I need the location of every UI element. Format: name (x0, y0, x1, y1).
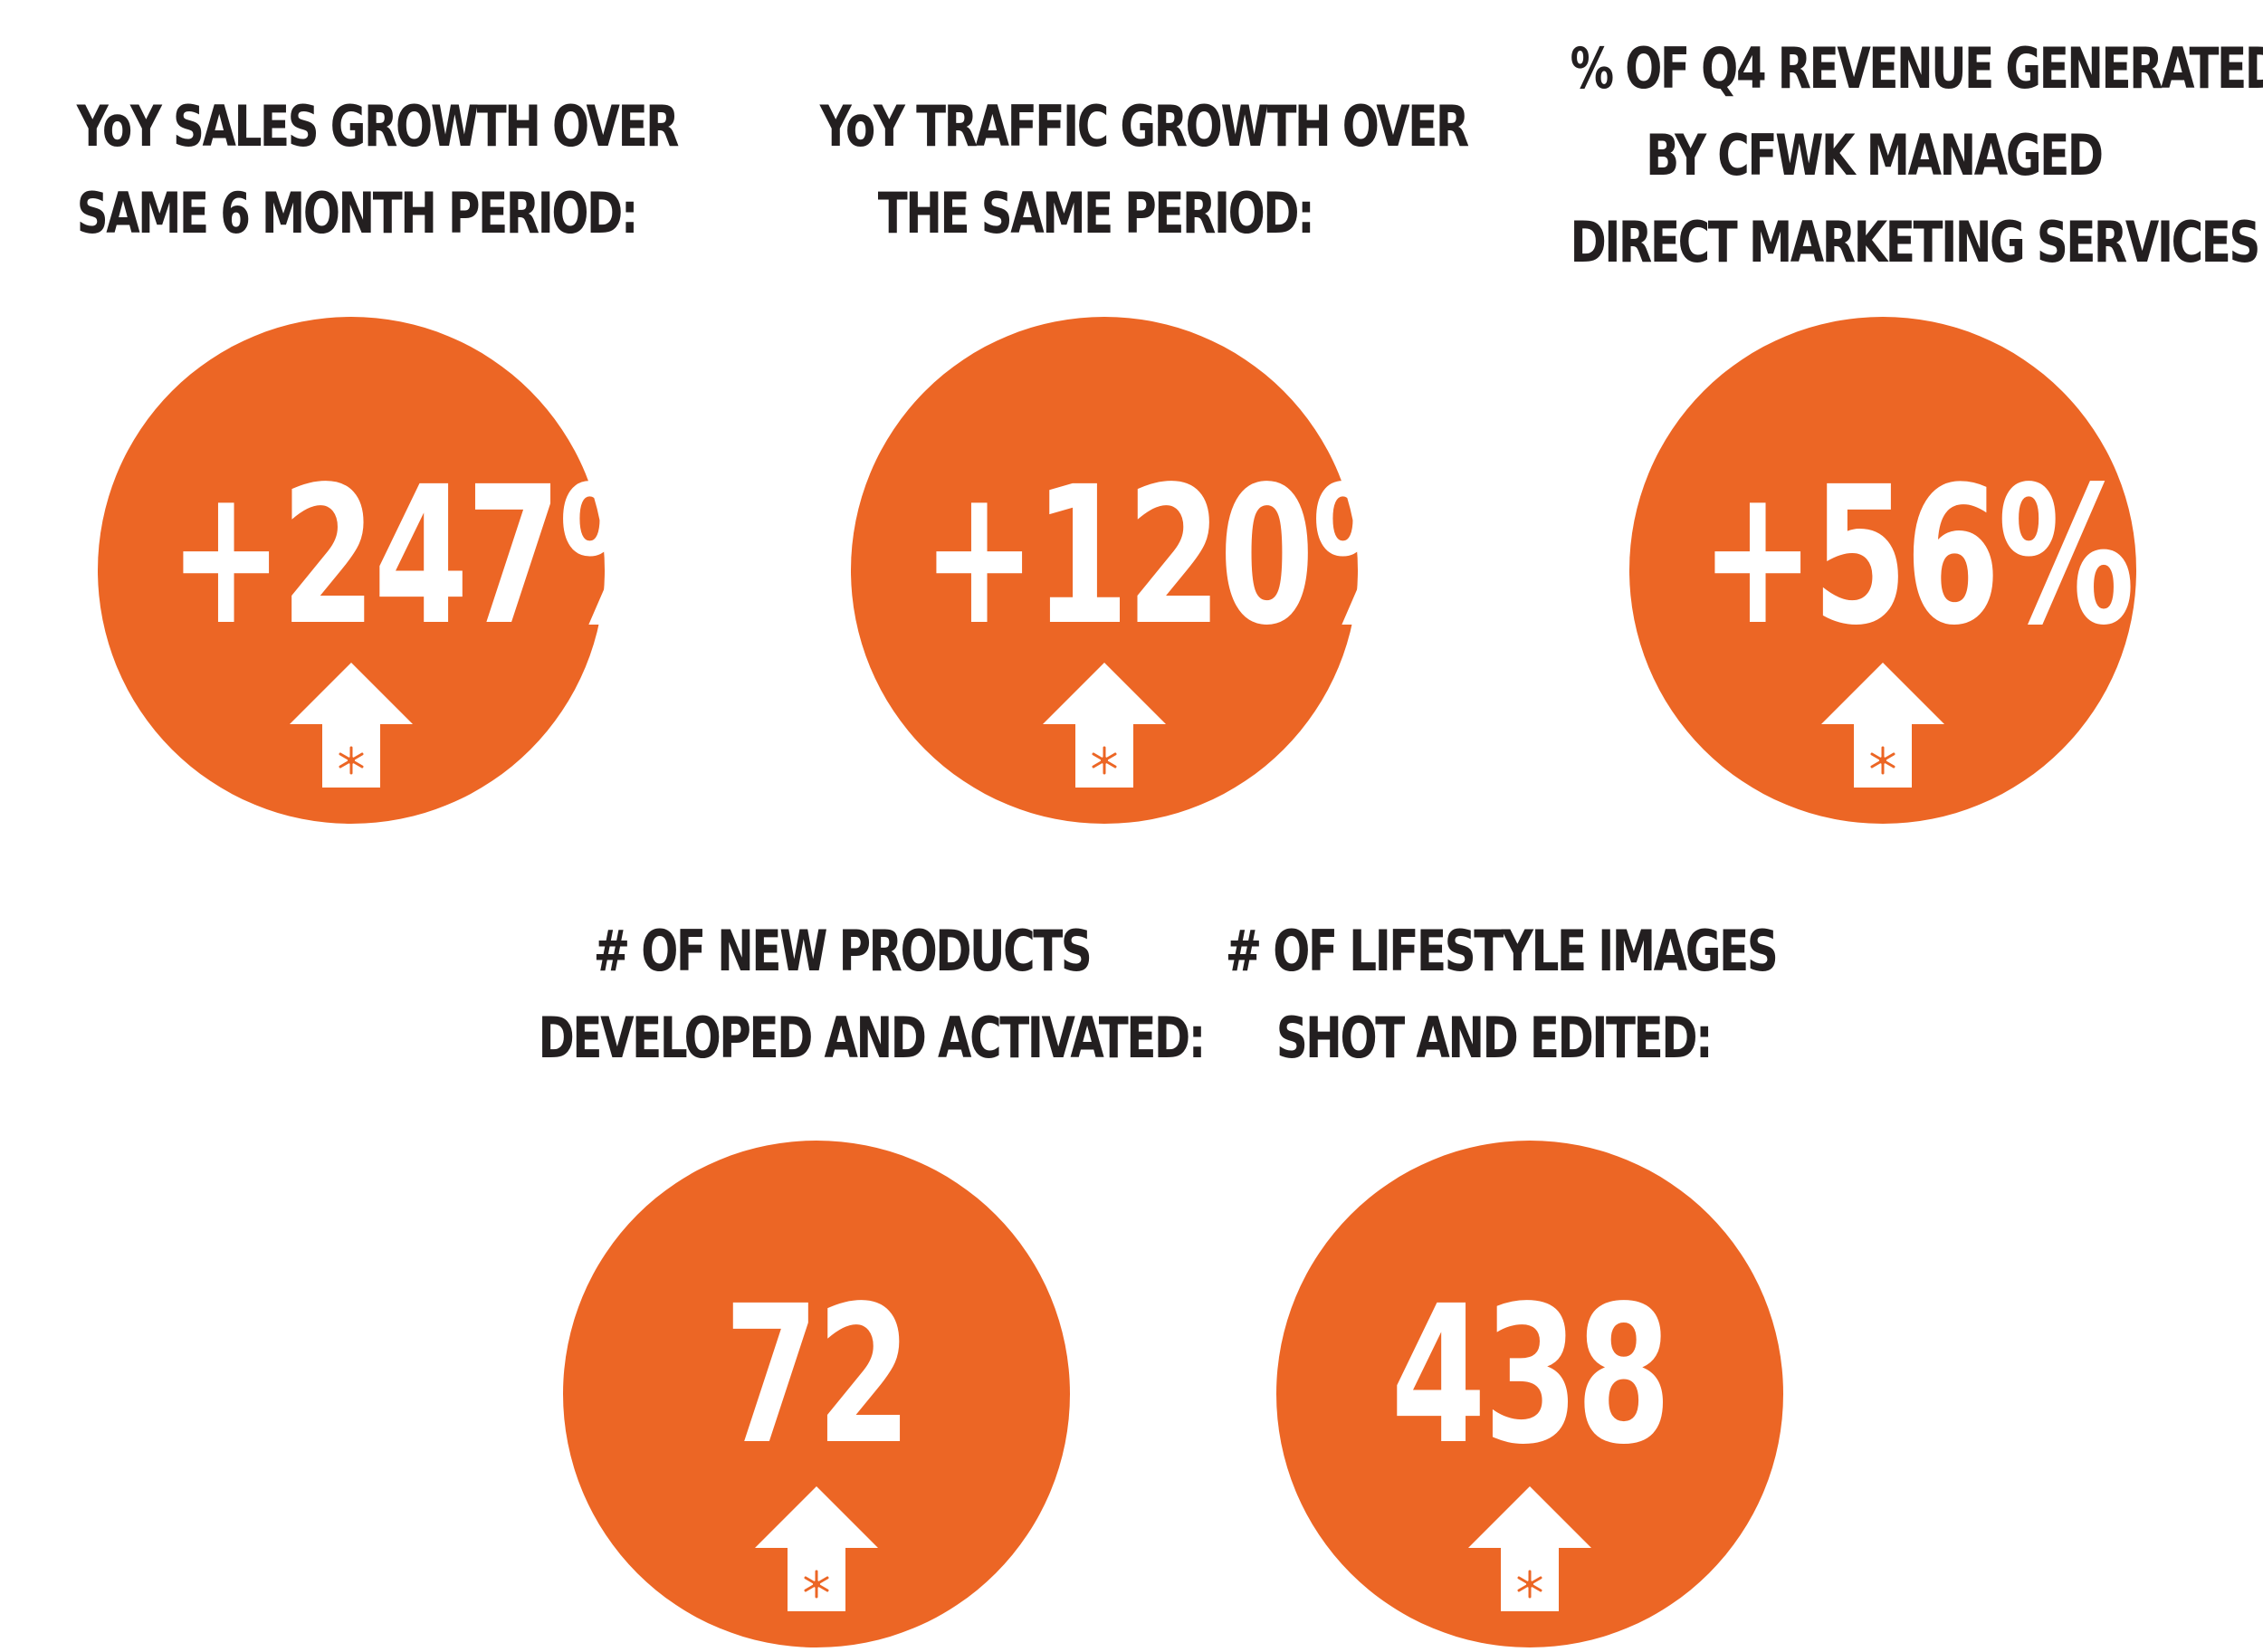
heading-line: # OF LIFESTYLE IMAGES (1225, 918, 1779, 984)
stat-circle: +120% (851, 317, 1449, 824)
heading-line: YoY TRAFFIC GROWTH OVER (819, 93, 1469, 159)
stat-circle: 72 (563, 1141, 1070, 1647)
stat-heading: % OF Q4 REVENUE GENERATED BY CFWK MANAGE… (1570, 25, 2263, 286)
heading-line: # OF NEW PRODUCTS (593, 918, 1093, 984)
stat-heading: # OF NEW PRODUCTS DEVELOPED AND ACTIVATE… (538, 908, 1207, 1082)
stat-circle: 438 (1276, 1141, 1783, 1647)
up-arrow-icon (1468, 1486, 1591, 1611)
heading-line: DEVELOPED AND ACTIVATED: (538, 1005, 1207, 1071)
up-arrow-icon (755, 1486, 878, 1611)
stat-value: +247% (168, 445, 695, 667)
heading-line: DIRECT MARKETING SERVICES: (1570, 209, 2263, 275)
heading-line: SAME 6 MONTH PERIOD: (76, 180, 639, 246)
stat-value: 438 (1390, 1265, 1672, 1486)
stat-circle: +247% (98, 317, 696, 824)
up-arrow-icon (1821, 663, 1944, 788)
heading-line: % OF Q4 REVENUE GENERATED (1570, 35, 2263, 101)
stat-heading: YoY TRAFFIC GROWTH OVER THE SAME PERIOD: (819, 83, 1469, 257)
stat-value: +56% (1700, 445, 2134, 667)
heading-line: YoY SALES GROWTH OVER (76, 93, 680, 159)
up-arrow-icon (290, 663, 413, 788)
heading-line: THE SAME PERIOD: (877, 180, 1315, 246)
stat-value: 72 (723, 1265, 912, 1486)
stat-heading: YoY SALES GROWTH OVER SAME 6 MONTH PERIO… (76, 83, 680, 257)
stat-circle: +56% (1629, 317, 2136, 824)
stat-value: +120% (921, 445, 1448, 667)
heading-line: SHOT AND EDITED: (1275, 1005, 1714, 1071)
heading-line: BY CFWK MANAGED (1646, 122, 2104, 188)
up-arrow-icon (1043, 663, 1166, 788)
stat-heading: # OF LIFESTYLE IMAGES SHOT AND EDITED: (1225, 908, 1779, 1082)
